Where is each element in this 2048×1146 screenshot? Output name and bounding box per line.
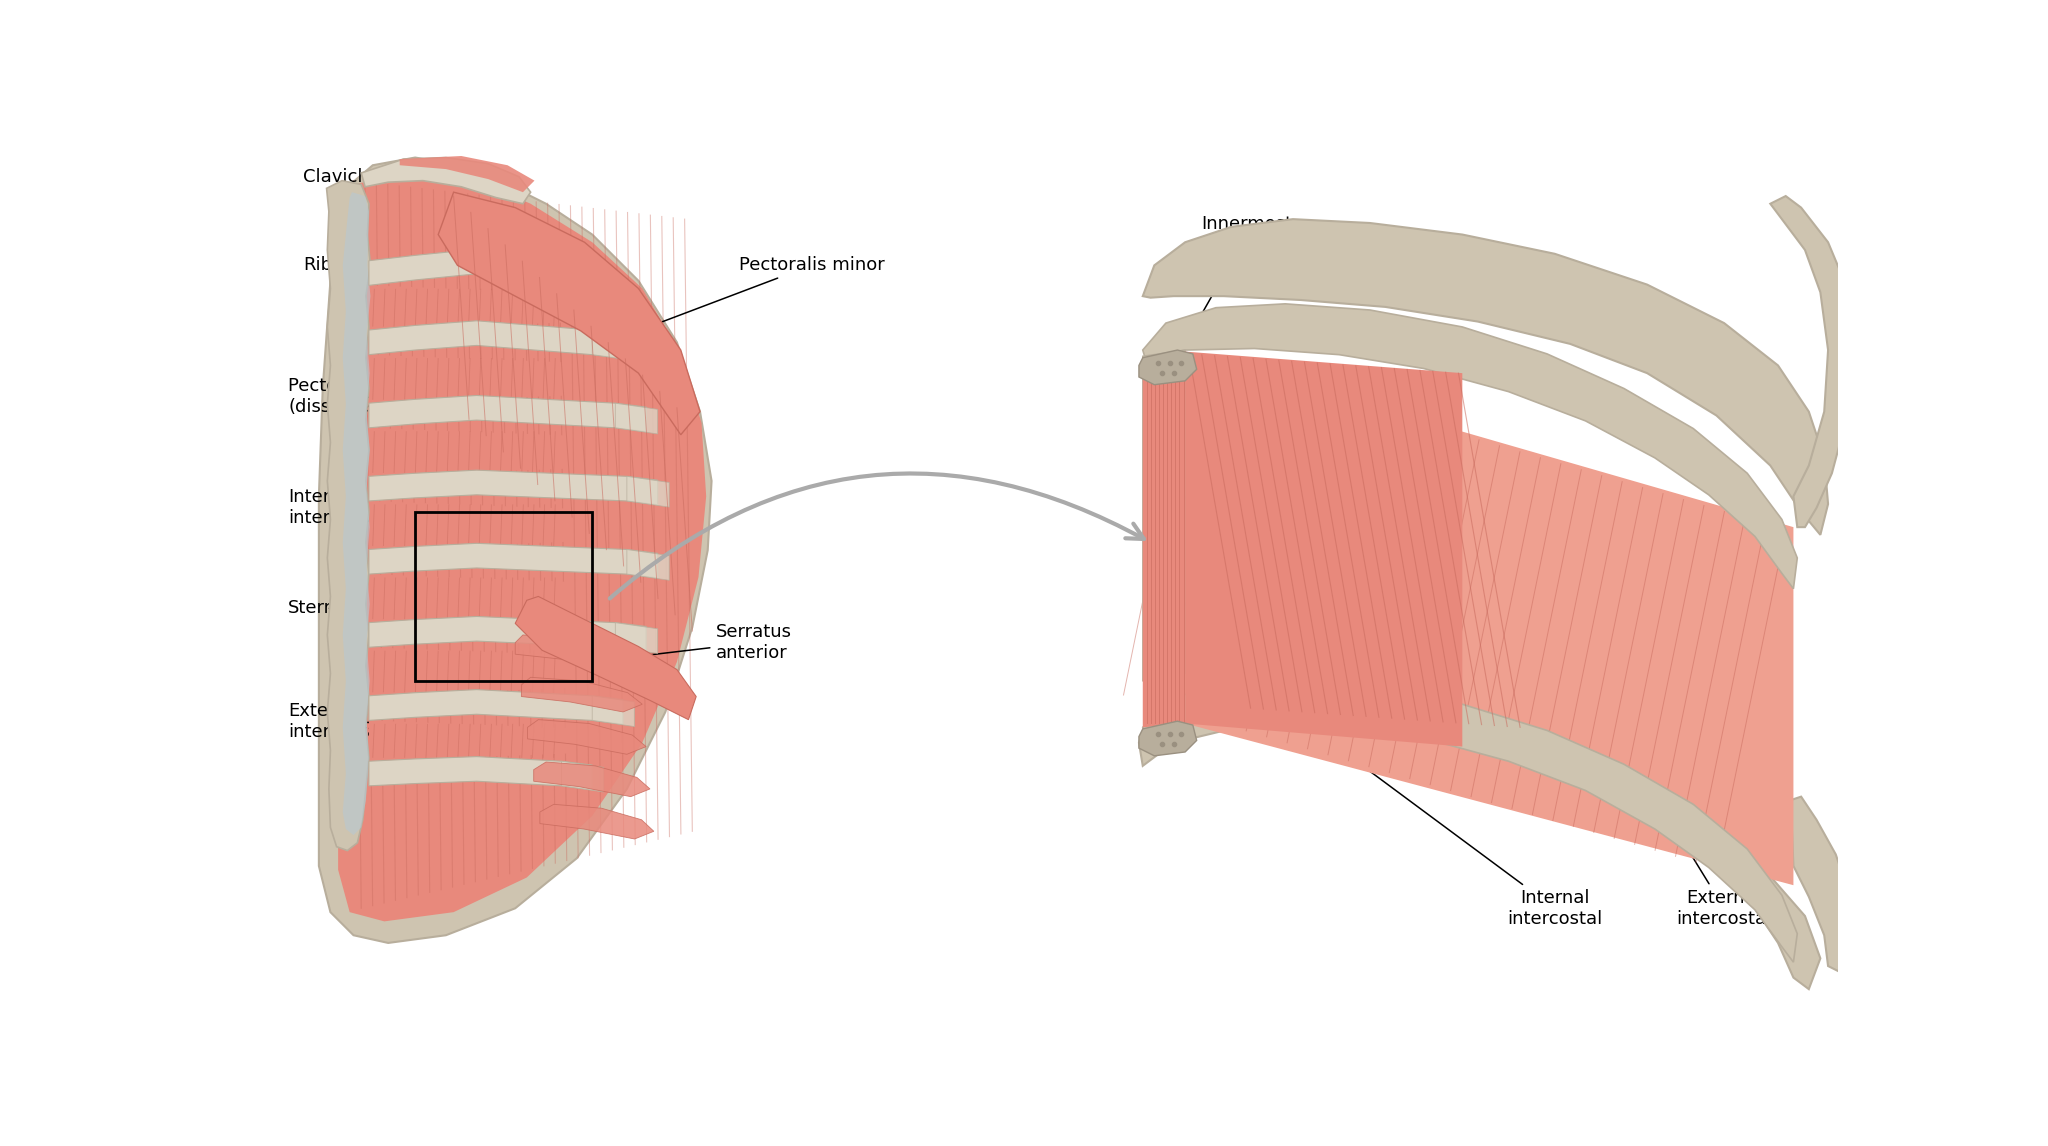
- Text: Innermost
intercostal: Innermost intercostal: [1169, 215, 1294, 370]
- Polygon shape: [592, 696, 635, 727]
- Polygon shape: [1186, 352, 1462, 746]
- Polygon shape: [1139, 350, 1196, 385]
- Text: Clavicle: Clavicle: [303, 167, 424, 186]
- Polygon shape: [561, 761, 604, 792]
- Polygon shape: [319, 157, 711, 943]
- Polygon shape: [438, 193, 700, 434]
- Polygon shape: [369, 721, 569, 761]
- Text: Pectoralis major
(dissected): Pectoralis major (dissected): [289, 377, 434, 416]
- Polygon shape: [342, 193, 371, 835]
- Polygon shape: [1143, 219, 1829, 535]
- Text: Internal
intercostal: Internal intercostal: [289, 488, 383, 527]
- Text: External
intercostal: External intercostal: [1632, 761, 1772, 928]
- Text: Serratus
anterior: Serratus anterior: [627, 623, 791, 662]
- Polygon shape: [369, 470, 657, 504]
- Polygon shape: [399, 156, 535, 193]
- Polygon shape: [1139, 721, 1196, 756]
- Polygon shape: [338, 173, 707, 921]
- Polygon shape: [614, 622, 657, 653]
- Polygon shape: [369, 756, 592, 790]
- Polygon shape: [1143, 304, 1798, 589]
- Text: Sternum: Sternum: [289, 599, 365, 617]
- Bar: [416, 512, 592, 681]
- Polygon shape: [369, 249, 592, 289]
- Polygon shape: [369, 617, 645, 651]
- Polygon shape: [369, 647, 569, 696]
- Polygon shape: [1790, 796, 1855, 974]
- Polygon shape: [369, 285, 569, 330]
- Polygon shape: [614, 403, 657, 434]
- Polygon shape: [627, 549, 670, 580]
- Text: Pectoralis minor: Pectoralis minor: [641, 257, 885, 330]
- Polygon shape: [535, 762, 649, 796]
- Polygon shape: [360, 157, 530, 204]
- Text: Ribs: Ribs: [303, 257, 393, 274]
- Polygon shape: [1139, 697, 1821, 989]
- Polygon shape: [1143, 680, 1798, 963]
- Polygon shape: [326, 181, 371, 850]
- Text: Internal
intercostal: Internal intercostal: [1333, 745, 1602, 928]
- Polygon shape: [592, 330, 635, 361]
- Polygon shape: [528, 720, 645, 754]
- Polygon shape: [1186, 352, 1794, 885]
- Polygon shape: [1143, 352, 1186, 728]
- Polygon shape: [369, 501, 569, 549]
- Polygon shape: [1769, 196, 1855, 527]
- Text: External
intercostals: External intercostals: [289, 701, 393, 740]
- Polygon shape: [369, 543, 657, 578]
- Polygon shape: [369, 395, 645, 432]
- Polygon shape: [369, 427, 569, 477]
- Polygon shape: [627, 477, 670, 508]
- Polygon shape: [1143, 350, 1186, 681]
- Polygon shape: [561, 261, 604, 291]
- Polygon shape: [369, 321, 623, 359]
- Polygon shape: [522, 677, 643, 712]
- Polygon shape: [369, 574, 569, 622]
- Polygon shape: [369, 354, 569, 403]
- Polygon shape: [516, 596, 696, 720]
- Polygon shape: [541, 804, 653, 839]
- Polygon shape: [516, 635, 639, 669]
- Polygon shape: [369, 690, 623, 724]
